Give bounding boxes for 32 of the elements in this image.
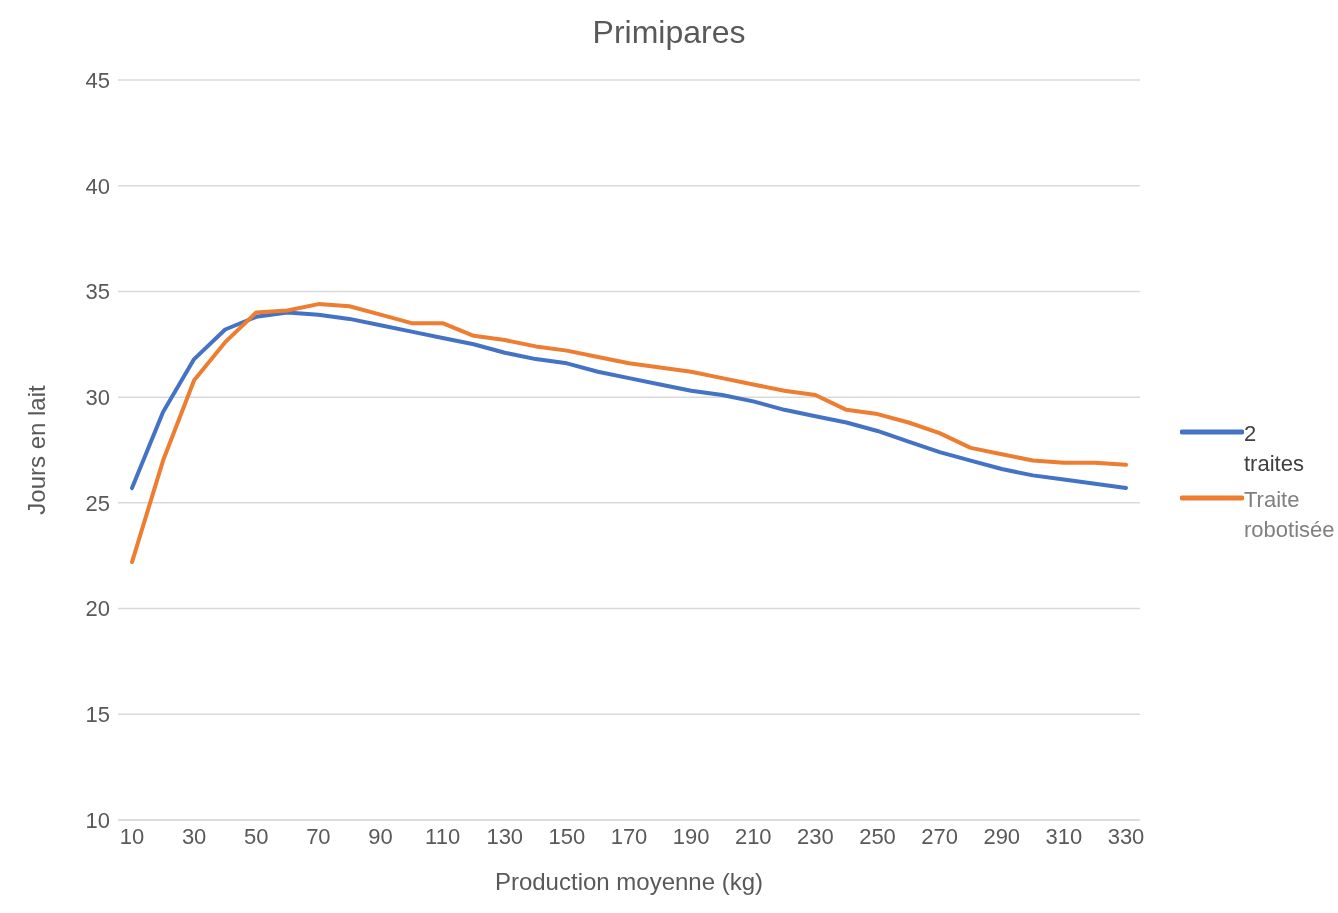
x-tick-label: 130 — [486, 823, 524, 849]
x-tick-label: 290 — [983, 823, 1021, 849]
y-tick-label: 15 — [85, 702, 110, 728]
legend-label: 2 traites — [1244, 420, 1305, 478]
x-tick-label: 170 — [610, 823, 648, 849]
x-tick-label: 330 — [1107, 823, 1145, 849]
y-tick-label: 25 — [85, 490, 110, 516]
line-series — [130, 310, 1128, 491]
y-tick-label: 35 — [85, 279, 110, 305]
y-tick-label: 20 — [85, 596, 110, 622]
x-tick-label: 250 — [859, 823, 896, 849]
y-axis-title: Jours en lait — [22, 384, 50, 515]
x-tick-label: 190 — [672, 823, 710, 849]
x-tick-label: 210 — [734, 823, 772, 849]
x-tick-label: 50 — [244, 823, 269, 849]
legend-label: Traite robotisée — [1244, 486, 1335, 544]
y-tick-label: 45 — [85, 67, 110, 93]
x-tick-label: 110 — [425, 823, 461, 849]
y-tick-label: 40 — [85, 173, 110, 199]
x-tick-label: 30 — [181, 823, 207, 849]
y-tick-label: 30 — [85, 384, 110, 410]
chart-title: Primipares — [591, 13, 747, 52]
line-series — [130, 302, 1128, 565]
x-tick-label: 310 — [1045, 823, 1083, 849]
x-tick-label: 230 — [797, 823, 834, 849]
x-tick-label: 70 — [306, 823, 331, 849]
x-axis-title: Production moyenne (kg) — [494, 868, 764, 895]
x-tick-label: 270 — [921, 823, 958, 849]
x-tick-label: 90 — [368, 823, 393, 849]
x-tick-label: 150 — [548, 823, 586, 849]
y-tick-label: 10 — [85, 807, 110, 833]
x-tick-label: 10 — [119, 823, 145, 849]
